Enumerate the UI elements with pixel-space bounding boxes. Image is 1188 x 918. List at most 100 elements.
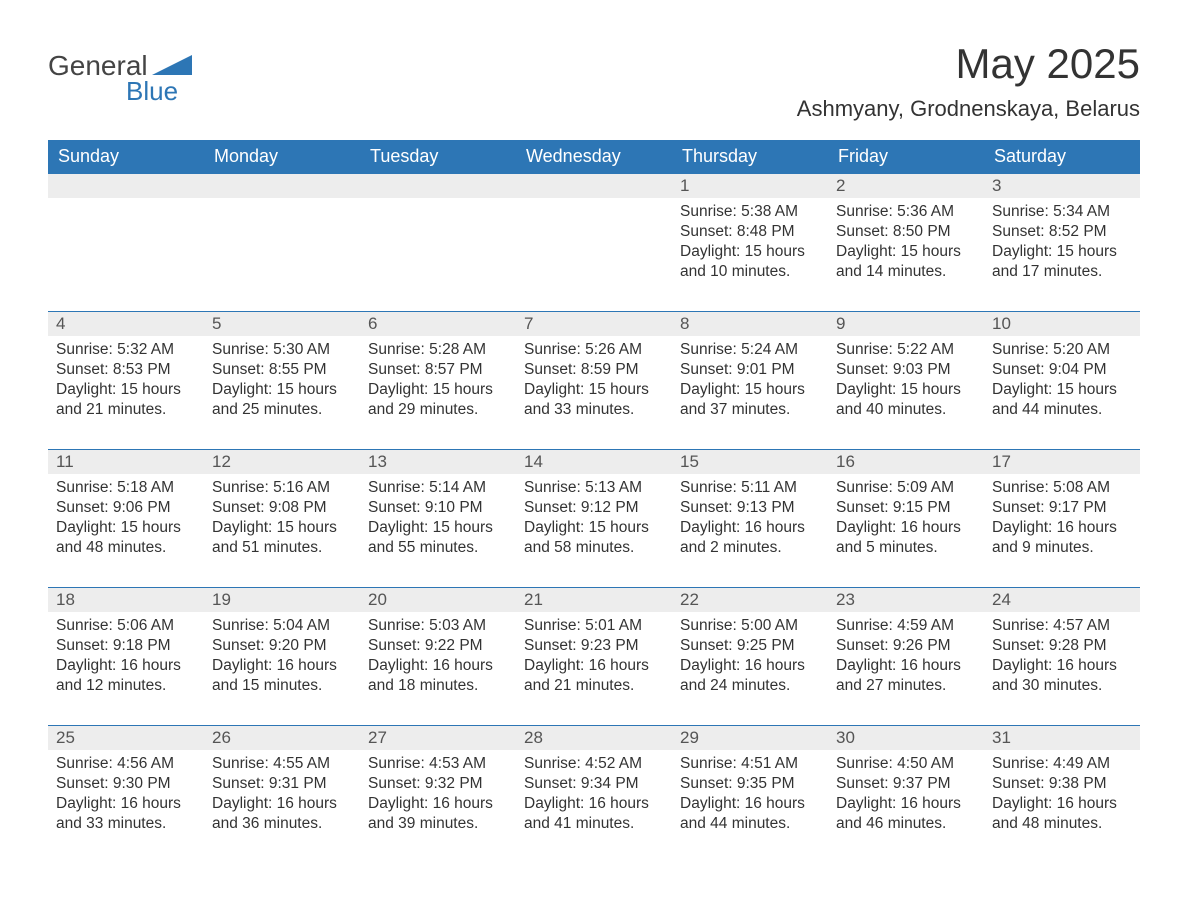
sunset-text: Sunset: 9:12 PM bbox=[524, 498, 664, 518]
daylight-line1: Daylight: 16 hours bbox=[992, 518, 1132, 538]
weekday-header: Thursday bbox=[672, 140, 828, 174]
sunset-text: Sunset: 9:30 PM bbox=[56, 774, 196, 794]
day-body: Sunrise: 5:24 AMSunset: 9:01 PMDaylight:… bbox=[672, 336, 828, 427]
sunrise-text: Sunrise: 5:11 AM bbox=[680, 478, 820, 498]
daylight-line2: and 24 minutes. bbox=[680, 676, 820, 696]
day-body: Sunrise: 4:51 AMSunset: 9:35 PMDaylight:… bbox=[672, 750, 828, 841]
day-body: Sunrise: 5:03 AMSunset: 9:22 PMDaylight:… bbox=[360, 612, 516, 703]
daylight-line1: Daylight: 15 hours bbox=[836, 242, 976, 262]
sunrise-text: Sunrise: 5:38 AM bbox=[680, 202, 820, 222]
sunset-text: Sunset: 8:53 PM bbox=[56, 360, 196, 380]
daylight-line2: and 27 minutes. bbox=[836, 676, 976, 696]
sunrise-text: Sunrise: 4:50 AM bbox=[836, 754, 976, 774]
day-number: 29 bbox=[672, 726, 828, 750]
sunset-text: Sunset: 8:59 PM bbox=[524, 360, 664, 380]
daylight-line2: and 58 minutes. bbox=[524, 538, 664, 558]
day-number: 6 bbox=[360, 312, 516, 336]
daylight-line2: and 39 minutes. bbox=[368, 814, 508, 834]
calendar-day-cell: 18Sunrise: 5:06 AMSunset: 9:18 PMDayligh… bbox=[48, 588, 204, 726]
calendar-day-cell: 28Sunrise: 4:52 AMSunset: 9:34 PMDayligh… bbox=[516, 726, 672, 864]
daylight-line1: Daylight: 15 hours bbox=[992, 380, 1132, 400]
daylight-line2: and 44 minutes. bbox=[992, 400, 1132, 420]
sunset-text: Sunset: 9:22 PM bbox=[368, 636, 508, 656]
calendar-day-cell: 12Sunrise: 5:16 AMSunset: 9:08 PMDayligh… bbox=[204, 450, 360, 588]
day-body: Sunrise: 4:55 AMSunset: 9:31 PMDaylight:… bbox=[204, 750, 360, 841]
day-number: 7 bbox=[516, 312, 672, 336]
sunrise-text: Sunrise: 5:36 AM bbox=[836, 202, 976, 222]
day-body: Sunrise: 5:36 AMSunset: 8:50 PMDaylight:… bbox=[828, 198, 984, 289]
day-number: 2 bbox=[828, 174, 984, 198]
daylight-line2: and 5 minutes. bbox=[836, 538, 976, 558]
calendar-empty-cell bbox=[48, 174, 204, 312]
calendar-day-cell: 2Sunrise: 5:36 AMSunset: 8:50 PMDaylight… bbox=[828, 174, 984, 312]
day-number: 8 bbox=[672, 312, 828, 336]
daylight-line1: Daylight: 16 hours bbox=[368, 656, 508, 676]
calendar-day-cell: 16Sunrise: 5:09 AMSunset: 9:15 PMDayligh… bbox=[828, 450, 984, 588]
daylight-line1: Daylight: 16 hours bbox=[836, 656, 976, 676]
day-body: Sunrise: 4:49 AMSunset: 9:38 PMDaylight:… bbox=[984, 750, 1140, 841]
day-body: Sunrise: 5:26 AMSunset: 8:59 PMDaylight:… bbox=[516, 336, 672, 427]
daylight-line1: Daylight: 15 hours bbox=[56, 518, 196, 538]
daylight-line1: Daylight: 16 hours bbox=[836, 518, 976, 538]
daylight-line1: Daylight: 16 hours bbox=[992, 794, 1132, 814]
calendar-day-cell: 5Sunrise: 5:30 AMSunset: 8:55 PMDaylight… bbox=[204, 312, 360, 450]
day-body: Sunrise: 5:01 AMSunset: 9:23 PMDaylight:… bbox=[516, 612, 672, 703]
sunrise-text: Sunrise: 5:28 AM bbox=[368, 340, 508, 360]
daylight-line1: Daylight: 15 hours bbox=[680, 380, 820, 400]
calendar-day-cell: 26Sunrise: 4:55 AMSunset: 9:31 PMDayligh… bbox=[204, 726, 360, 864]
sunset-text: Sunset: 9:15 PM bbox=[836, 498, 976, 518]
daylight-line2: and 44 minutes. bbox=[680, 814, 820, 834]
daylight-line2: and 21 minutes. bbox=[56, 400, 196, 420]
day-number: 19 bbox=[204, 588, 360, 612]
sunset-text: Sunset: 9:04 PM bbox=[992, 360, 1132, 380]
sunset-text: Sunset: 8:48 PM bbox=[680, 222, 820, 242]
calendar-day-cell: 27Sunrise: 4:53 AMSunset: 9:32 PMDayligh… bbox=[360, 726, 516, 864]
sunset-text: Sunset: 8:50 PM bbox=[836, 222, 976, 242]
sunset-text: Sunset: 9:03 PM bbox=[836, 360, 976, 380]
daylight-line2: and 15 minutes. bbox=[212, 676, 352, 696]
day-body: Sunrise: 5:32 AMSunset: 8:53 PMDaylight:… bbox=[48, 336, 204, 427]
day-body: Sunrise: 4:53 AMSunset: 9:32 PMDaylight:… bbox=[360, 750, 516, 841]
daylight-line2: and 37 minutes. bbox=[680, 400, 820, 420]
daylight-line1: Daylight: 16 hours bbox=[524, 794, 664, 814]
calendar-day-cell: 1Sunrise: 5:38 AMSunset: 8:48 PMDaylight… bbox=[672, 174, 828, 312]
daylight-line2: and 10 minutes. bbox=[680, 262, 820, 282]
sunset-text: Sunset: 9:32 PM bbox=[368, 774, 508, 794]
sunset-text: Sunset: 9:26 PM bbox=[836, 636, 976, 656]
daylight-line1: Daylight: 16 hours bbox=[680, 518, 820, 538]
sunset-text: Sunset: 9:10 PM bbox=[368, 498, 508, 518]
sunrise-text: Sunrise: 4:57 AM bbox=[992, 616, 1132, 636]
daylight-line1: Daylight: 16 hours bbox=[368, 794, 508, 814]
daylight-line2: and 33 minutes. bbox=[524, 400, 664, 420]
calendar-day-cell: 17Sunrise: 5:08 AMSunset: 9:17 PMDayligh… bbox=[984, 450, 1140, 588]
day-number-empty bbox=[204, 174, 360, 198]
day-number: 22 bbox=[672, 588, 828, 612]
day-number: 10 bbox=[984, 312, 1140, 336]
day-body: Sunrise: 5:28 AMSunset: 8:57 PMDaylight:… bbox=[360, 336, 516, 427]
calendar-empty-cell bbox=[516, 174, 672, 312]
sunrise-text: Sunrise: 5:06 AM bbox=[56, 616, 196, 636]
daylight-line1: Daylight: 15 hours bbox=[368, 380, 508, 400]
sunrise-text: Sunrise: 4:59 AM bbox=[836, 616, 976, 636]
sunset-text: Sunset: 8:52 PM bbox=[992, 222, 1132, 242]
day-number: 5 bbox=[204, 312, 360, 336]
calendar-empty-cell bbox=[360, 174, 516, 312]
daylight-line2: and 51 minutes. bbox=[212, 538, 352, 558]
day-body: Sunrise: 5:06 AMSunset: 9:18 PMDaylight:… bbox=[48, 612, 204, 703]
daylight-line1: Daylight: 16 hours bbox=[836, 794, 976, 814]
day-number: 26 bbox=[204, 726, 360, 750]
day-body: Sunrise: 5:38 AMSunset: 8:48 PMDaylight:… bbox=[672, 198, 828, 289]
daylight-line2: and 41 minutes. bbox=[524, 814, 664, 834]
day-number: 14 bbox=[516, 450, 672, 474]
calendar-day-cell: 14Sunrise: 5:13 AMSunset: 9:12 PMDayligh… bbox=[516, 450, 672, 588]
sunrise-text: Sunrise: 4:52 AM bbox=[524, 754, 664, 774]
sunrise-text: Sunrise: 5:26 AM bbox=[524, 340, 664, 360]
day-number: 3 bbox=[984, 174, 1140, 198]
sunrise-text: Sunrise: 5:32 AM bbox=[56, 340, 196, 360]
weekday-header: Monday bbox=[204, 140, 360, 174]
sunrise-text: Sunrise: 5:08 AM bbox=[992, 478, 1132, 498]
sunset-text: Sunset: 9:34 PM bbox=[524, 774, 664, 794]
day-body: Sunrise: 4:59 AMSunset: 9:26 PMDaylight:… bbox=[828, 612, 984, 703]
calendar-day-cell: 15Sunrise: 5:11 AMSunset: 9:13 PMDayligh… bbox=[672, 450, 828, 588]
calendar-day-cell: 22Sunrise: 5:00 AMSunset: 9:25 PMDayligh… bbox=[672, 588, 828, 726]
